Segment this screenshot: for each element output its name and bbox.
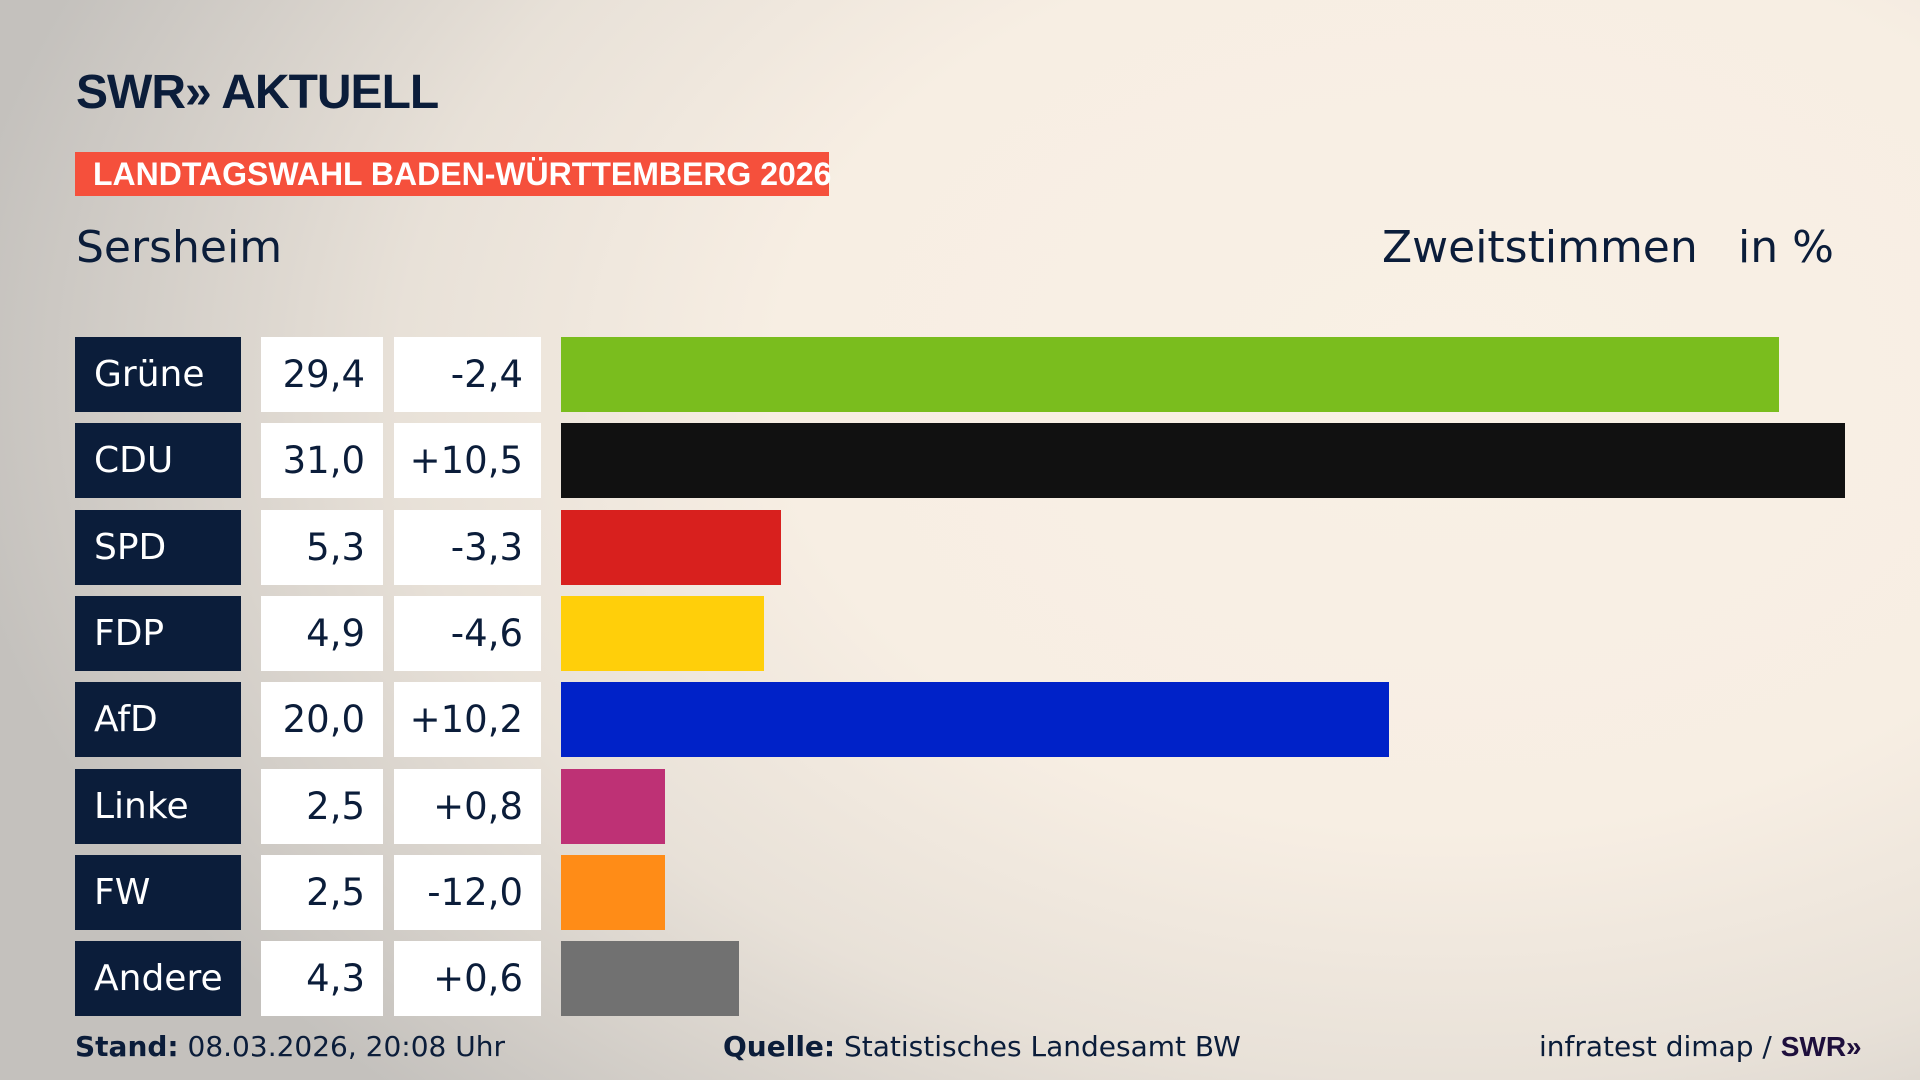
change-label: +0,6 bbox=[394, 941, 541, 1017]
bar bbox=[561, 854, 665, 930]
stand-label: Stand: bbox=[75, 1030, 179, 1063]
party-label: Andere bbox=[75, 941, 241, 1017]
swr-logo: SWR» bbox=[1780, 1031, 1862, 1062]
election-banner: LANDTAGSWAHL BADEN-WÜRTTEMBERG 2026 bbox=[75, 152, 832, 196]
change-label: -3,3 bbox=[394, 509, 541, 585]
value-label: 2,5 bbox=[261, 768, 383, 844]
change-label: +0,8 bbox=[394, 768, 541, 844]
value-label: 20,0 bbox=[261, 682, 383, 758]
timestamp: Stand: 08.03.2026, 20:08 Uhr bbox=[75, 1030, 505, 1063]
bar bbox=[561, 768, 665, 844]
party-label: FDP bbox=[75, 595, 241, 671]
bar-row: Grüne 29,4 -2,4 bbox=[0, 337, 1920, 412]
banner-text: LANDTAGSWAHL BADEN-WÜRTTEMBERG 2026 bbox=[93, 156, 832, 192]
bar-row: Andere 4,3 +0,6 bbox=[0, 941, 1920, 1017]
party-label: FW bbox=[75, 854, 241, 930]
party-label: Linke bbox=[75, 768, 241, 844]
value-label: 4,9 bbox=[261, 595, 383, 671]
bar-row: FDP 4,9 -4,6 bbox=[0, 595, 1920, 671]
change-label: +10,2 bbox=[394, 682, 541, 758]
bar-row: SPD 5,3 -3,3 bbox=[0, 509, 1920, 585]
bar-row: AfD 20,0 +10,2 bbox=[0, 682, 1920, 758]
value-label: 29,4 bbox=[261, 337, 383, 412]
bar bbox=[561, 423, 1845, 499]
metric-label: Zweitstimmen bbox=[1382, 222, 1698, 273]
party-label: Grüne bbox=[75, 337, 241, 412]
party-label: CDU bbox=[75, 423, 241, 499]
change-label: -2,4 bbox=[394, 337, 541, 412]
bar bbox=[561, 337, 1779, 412]
bar bbox=[561, 509, 781, 585]
stand-value: 08.03.2026, 20:08 Uhr bbox=[187, 1030, 505, 1063]
bar-row: CDU 31,0 +10,5 bbox=[0, 423, 1920, 499]
bar-row: Linke 2,5 +0,8 bbox=[0, 768, 1920, 844]
source-value: Statistisches Landesamt BW bbox=[844, 1030, 1241, 1063]
party-label: AfD bbox=[75, 682, 241, 758]
value-label: 2,5 bbox=[261, 854, 383, 930]
swr-aktuell-logo: SWR» AKTUELL bbox=[76, 66, 439, 119]
bar bbox=[561, 595, 764, 671]
place-title: Sersheim bbox=[76, 222, 283, 273]
unit-label: in % bbox=[1738, 222, 1834, 273]
source-label: Quelle: bbox=[723, 1030, 836, 1063]
value-label: 4,3 bbox=[261, 941, 383, 1017]
change-label: +10,5 bbox=[394, 423, 541, 499]
bar bbox=[561, 941, 740, 1017]
value-label: 5,3 bbox=[261, 509, 383, 585]
bar-row: FW 2,5 -12,0 bbox=[0, 854, 1920, 930]
change-label: -12,0 bbox=[394, 854, 541, 930]
party-label: SPD bbox=[75, 509, 241, 585]
source: Quelle: Statistisches Landesamt BW bbox=[723, 1030, 1241, 1063]
credit-text: infratest dimap / bbox=[1539, 1030, 1781, 1063]
credit: infratest dimap / SWR» bbox=[1539, 1030, 1862, 1063]
change-label: -4,6 bbox=[394, 595, 541, 671]
value-label: 31,0 bbox=[261, 423, 383, 499]
bar bbox=[561, 682, 1390, 758]
